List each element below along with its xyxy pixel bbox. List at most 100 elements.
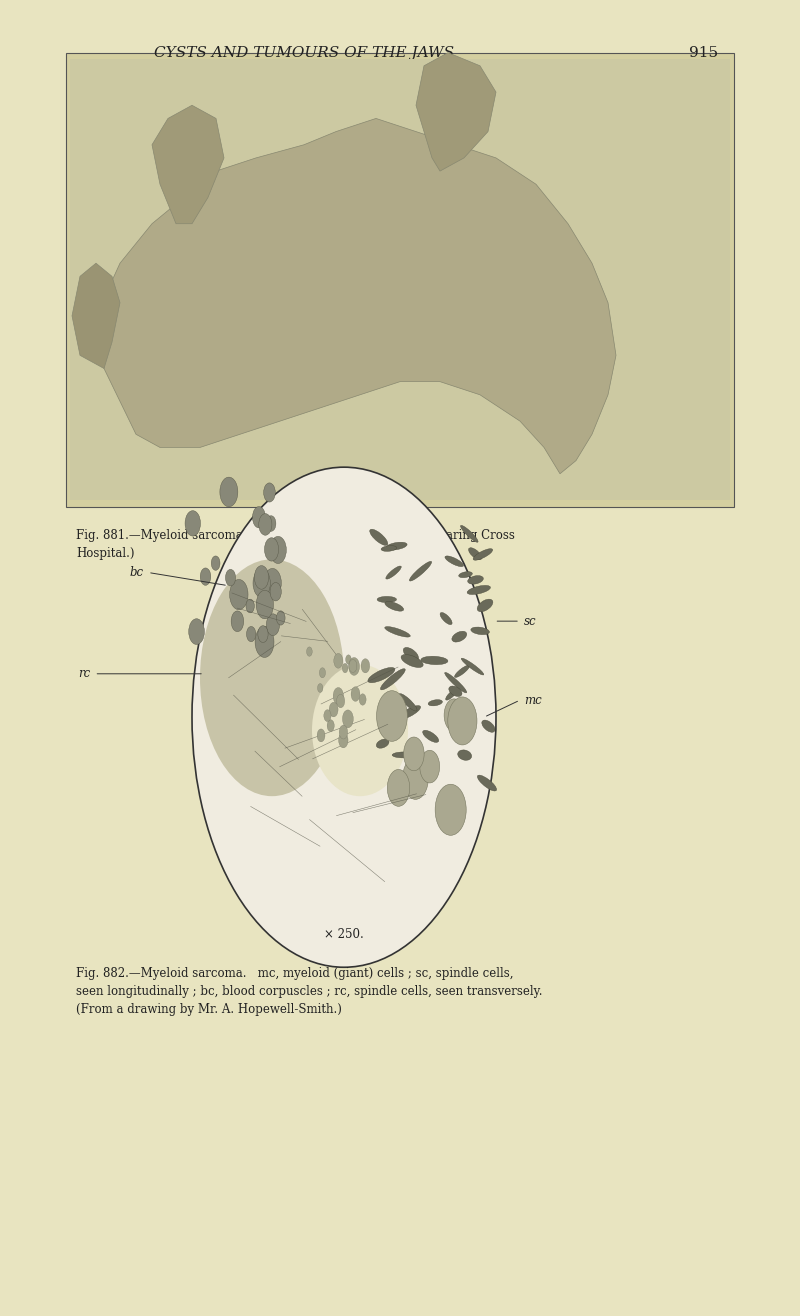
Circle shape [377,691,407,741]
Polygon shape [416,53,496,171]
Circle shape [258,513,272,536]
Ellipse shape [446,688,458,700]
Circle shape [359,694,366,705]
Text: Fig. 882.—Myeloid sarcoma.   mc, myeloid (giant) cells ; sc, spindle cells,
seen: Fig. 882.—Myeloid sarcoma. mc, myeloid (… [76,967,542,1016]
Circle shape [258,625,268,642]
Circle shape [270,583,282,601]
Circle shape [339,725,348,740]
Circle shape [349,659,357,672]
Circle shape [266,613,279,636]
Circle shape [342,709,354,728]
Circle shape [346,655,351,665]
Ellipse shape [381,546,397,551]
Circle shape [351,687,360,701]
Circle shape [246,626,256,642]
Ellipse shape [399,694,417,711]
Text: 915: 915 [690,46,718,61]
Ellipse shape [385,626,410,637]
Ellipse shape [421,657,448,665]
Circle shape [254,566,269,590]
Circle shape [185,511,201,536]
Circle shape [318,683,323,692]
Text: × 250.: × 250. [324,928,364,941]
Circle shape [402,757,428,799]
Ellipse shape [386,566,402,579]
Ellipse shape [449,686,462,696]
Circle shape [327,720,334,732]
Circle shape [448,697,477,745]
Circle shape [435,784,466,836]
Circle shape [256,591,274,619]
Circle shape [266,516,276,532]
Ellipse shape [461,525,478,542]
Ellipse shape [458,750,472,761]
Circle shape [220,478,238,507]
Circle shape [255,626,274,658]
Circle shape [231,611,244,632]
Ellipse shape [386,542,407,550]
Circle shape [264,569,282,597]
Circle shape [444,699,464,732]
Circle shape [349,658,359,675]
Circle shape [404,737,424,771]
Ellipse shape [399,705,421,719]
Ellipse shape [478,775,497,791]
Ellipse shape [473,549,493,561]
Bar [66,53,734,507]
Circle shape [420,750,440,783]
Ellipse shape [376,740,389,749]
Circle shape [246,599,254,613]
Circle shape [226,570,235,586]
Text: Fig. 881.—Myeloid sarcoma of the mandible.   (Museum of Charing Cross
Hospital.): Fig. 881.—Myeloid sarcoma of the mandibl… [76,529,515,561]
Ellipse shape [469,547,482,559]
Circle shape [230,579,248,609]
Ellipse shape [312,665,408,796]
Polygon shape [152,105,224,224]
Circle shape [211,555,220,570]
Bar [70,59,730,500]
Ellipse shape [401,654,423,667]
Polygon shape [96,118,616,474]
Ellipse shape [471,626,490,634]
Circle shape [334,654,342,669]
Ellipse shape [467,586,490,595]
Ellipse shape [392,751,415,758]
Circle shape [338,732,348,747]
Circle shape [253,569,270,597]
Ellipse shape [477,599,493,612]
Ellipse shape [410,562,432,582]
Ellipse shape [462,658,484,675]
Ellipse shape [390,708,402,721]
Circle shape [324,709,331,721]
Ellipse shape [446,709,467,722]
Circle shape [329,703,338,717]
Ellipse shape [377,596,397,603]
Ellipse shape [452,632,466,642]
Circle shape [387,770,410,807]
Circle shape [253,507,266,528]
Circle shape [317,729,325,742]
Circle shape [277,611,285,625]
Text: sc: sc [524,615,537,628]
Text: rc: rc [78,667,90,680]
Ellipse shape [370,529,388,545]
Text: CYSTS AND TUMOURS OF THE JAWS: CYSTS AND TUMOURS OF THE JAWS [154,46,454,61]
Text: mc: mc [524,694,542,707]
Ellipse shape [445,672,466,692]
Ellipse shape [458,571,472,578]
Ellipse shape [428,700,442,705]
Circle shape [306,647,312,657]
Circle shape [337,695,345,708]
Ellipse shape [403,647,418,661]
Ellipse shape [468,575,483,584]
Ellipse shape [381,669,406,690]
Circle shape [264,483,275,503]
Circle shape [342,663,348,672]
Circle shape [189,619,204,645]
Circle shape [200,559,344,796]
Ellipse shape [454,665,470,678]
Ellipse shape [368,667,395,683]
Polygon shape [72,263,120,368]
Circle shape [265,538,278,561]
Circle shape [361,659,370,672]
